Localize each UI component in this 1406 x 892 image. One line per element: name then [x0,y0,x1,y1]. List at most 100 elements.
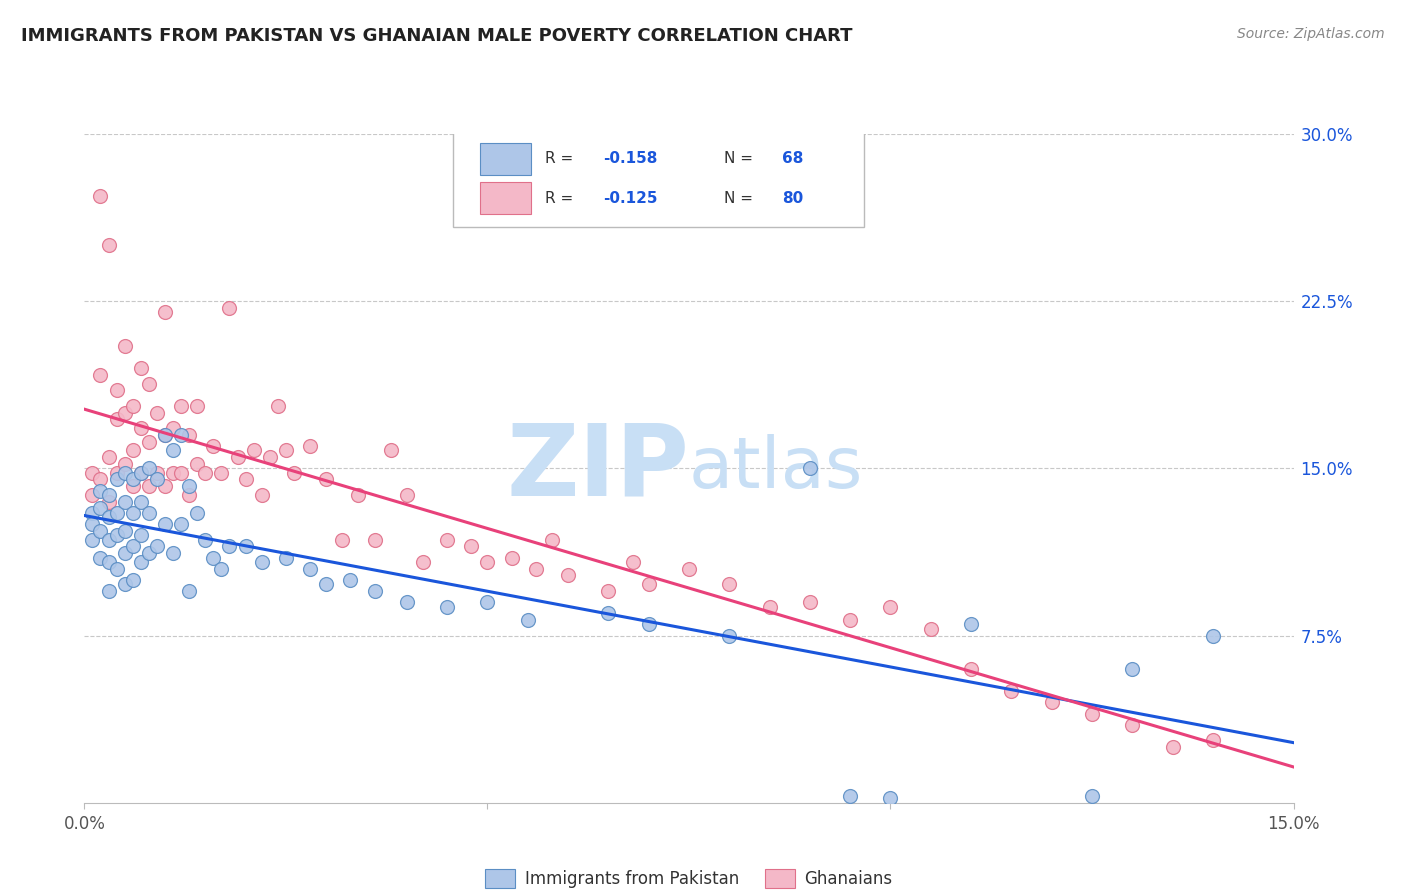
Point [105,562,128,576]
Point [363,533,385,547]
Point [162,443,184,458]
Text: -0.125: -0.125 [603,191,658,205]
Point [82,517,104,532]
Point [138,506,160,520]
Point [138,461,160,475]
Point [920,622,942,636]
Point [170,466,193,480]
Point [477,555,499,569]
Point [114,406,136,420]
Point [97,450,120,465]
Point [153,479,176,493]
Point [879,599,901,614]
Point [153,517,176,532]
Point [179,488,201,502]
Point [242,443,264,458]
Point [129,494,152,508]
Point [170,428,193,442]
Point [97,510,120,524]
Point [235,473,257,487]
Point [121,473,143,487]
Point [380,443,402,458]
Point [153,428,176,442]
Point [82,488,104,502]
Point [129,466,152,480]
Legend: Immigrants from Pakistan, Ghanaians: Immigrants from Pakistan, Ghanaians [472,855,905,892]
Point [89,473,111,487]
Point [501,550,523,565]
Point [97,238,120,252]
Point [114,546,136,560]
Point [105,412,128,426]
Point [170,517,193,532]
Point [153,305,176,319]
Point [105,473,128,487]
Point [129,421,152,435]
Point [1121,662,1143,676]
Text: 80: 80 [782,191,803,205]
Point [347,488,370,502]
Point [557,568,579,582]
Point [186,457,208,471]
Point [363,584,385,599]
Point [678,562,700,576]
Point [114,466,136,480]
Point [146,466,169,480]
Point [315,473,337,487]
Point [170,399,193,413]
Point [129,466,152,480]
Point [121,399,143,413]
Point [162,546,184,560]
Text: -0.158: -0.158 [603,151,658,166]
Point [621,555,644,569]
Point [1040,696,1063,710]
Point [960,617,983,632]
Point [799,461,821,475]
Point [250,555,273,569]
Point [97,533,120,547]
Point [121,539,143,553]
Point [960,662,983,676]
Point [105,506,128,520]
Point [179,428,201,442]
Point [82,533,104,547]
Point [218,539,240,553]
Point [105,466,128,480]
Point [202,550,225,565]
FancyBboxPatch shape [479,182,530,214]
Point [299,562,322,576]
Point [121,479,143,493]
Point [138,546,160,560]
Point [209,466,232,480]
Text: N =: N = [724,191,758,205]
Point [97,494,120,508]
Point [395,595,418,609]
Point [138,434,160,449]
Point [395,488,418,502]
Point [799,595,821,609]
Point [209,562,232,576]
Point [202,439,225,453]
Point [89,501,111,516]
Point [114,494,136,508]
Point [82,466,104,480]
Point [114,339,136,353]
Point [1202,628,1225,642]
Point [186,399,208,413]
Point [598,584,620,599]
Point [267,399,290,413]
Point [235,539,257,553]
Point [121,443,143,458]
Point [121,506,143,520]
Point [637,617,659,632]
Text: R =: R = [546,151,578,166]
Point [274,443,297,458]
Point [138,479,160,493]
Point [879,791,901,805]
Point [105,528,128,542]
Point [226,450,249,465]
Point [146,406,169,420]
Point [194,466,217,480]
Text: 68: 68 [782,151,803,166]
Text: Source: ZipAtlas.com: Source: ZipAtlas.com [1237,27,1385,41]
